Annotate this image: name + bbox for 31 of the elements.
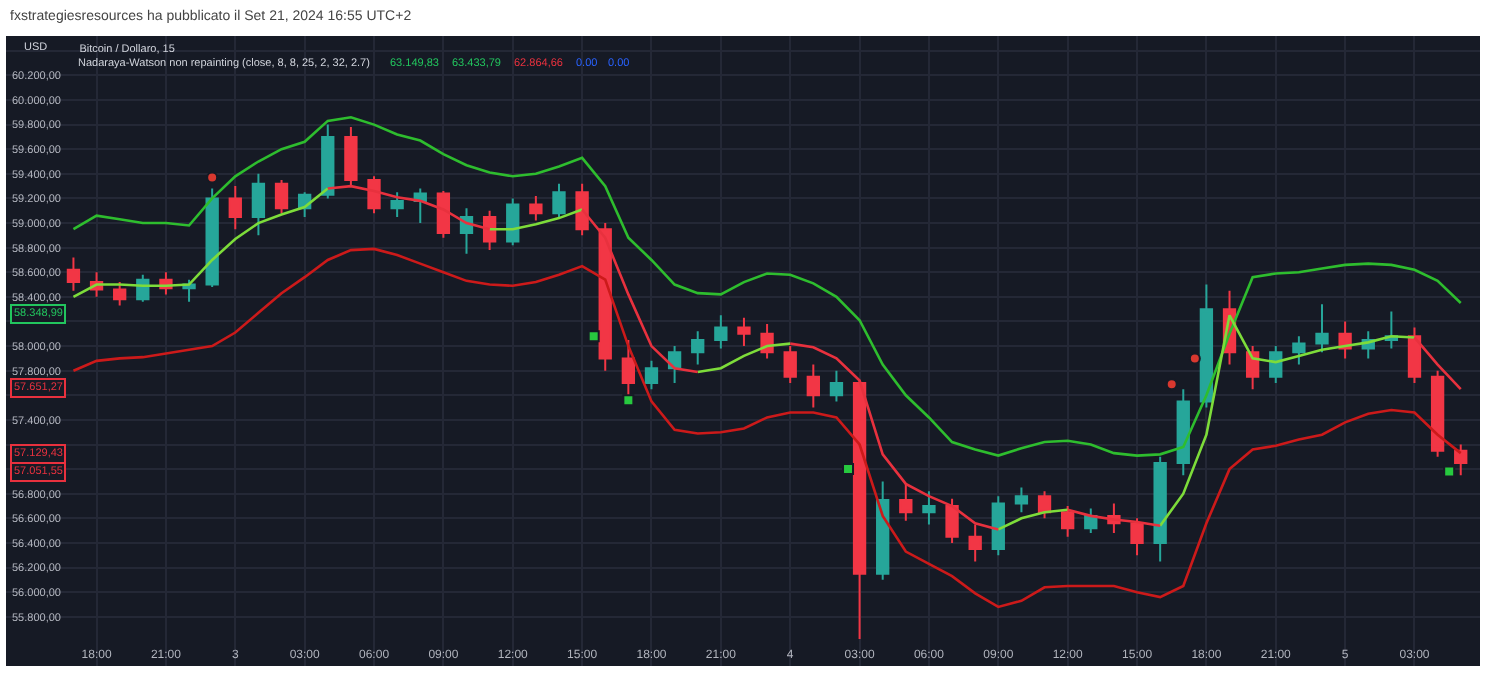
candlestick: [205, 187, 219, 289]
point: [842, 463, 855, 476]
candlestick: [991, 495, 1005, 557]
candlestick: [691, 330, 705, 366]
candlestick: [113, 281, 127, 307]
candlestick: [274, 178, 289, 215]
candlestick: [1153, 455, 1167, 563]
candlestick: [1245, 345, 1260, 391]
candlestick: [829, 369, 844, 403]
candlestick: [806, 363, 820, 409]
candlestick: [390, 191, 404, 218]
candlestick: [529, 194, 543, 222]
candlestick: [876, 480, 890, 581]
candlestick: [1315, 303, 1329, 354]
candlestick: [251, 172, 266, 237]
candlestick: [1292, 335, 1306, 366]
candlestick: [922, 490, 936, 526]
candlestick: [737, 316, 751, 348]
candlestick: [228, 185, 242, 231]
candlestick: [1176, 388, 1190, 477]
candlestick: [66, 256, 81, 292]
candlestick: [644, 359, 659, 391]
candlestick: [506, 197, 520, 247]
candlestick: [1014, 486, 1029, 514]
candlestick: [714, 314, 728, 350]
candlestick: [899, 482, 913, 522]
line-series: [72, 115, 1463, 457]
line-series: [72, 247, 1463, 609]
candlestick: [552, 182, 566, 218]
candlestick: [321, 123, 335, 200]
candlestick: [1269, 345, 1283, 384]
